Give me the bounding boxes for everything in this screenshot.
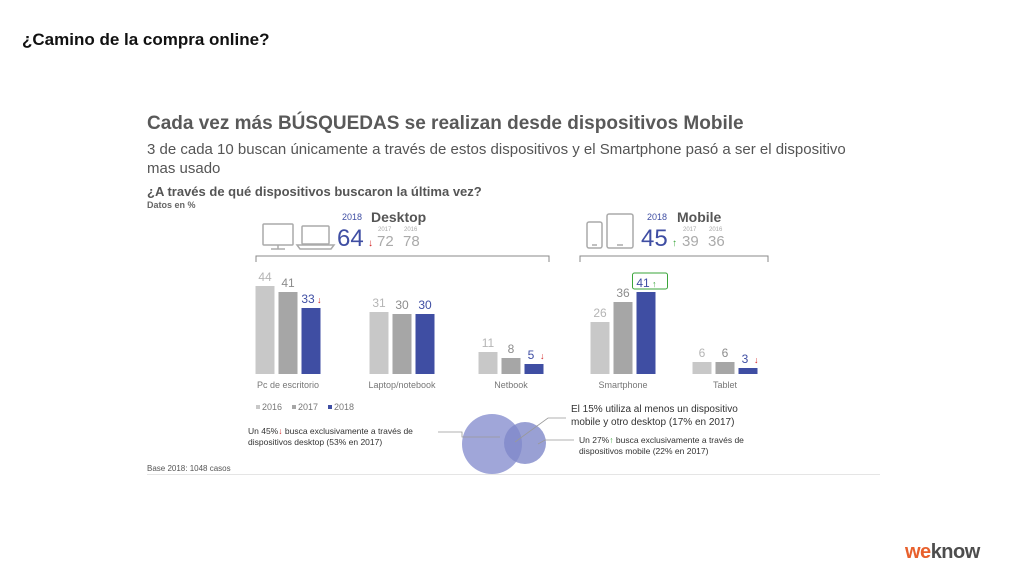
desktop-callout-line: [438, 431, 500, 438]
mobile-only-bubble: [504, 422, 546, 464]
highlight-box-smartphone: [632, 272, 668, 290]
bar-value-netbook-2017: 8: [508, 342, 515, 356]
bar-value-netbook-2016: 11: [482, 336, 495, 350]
desktop-prev-value-2017: 72: [377, 233, 394, 250]
legend-label-2017: 2017: [298, 402, 318, 412]
tablet-icon: [586, 221, 603, 249]
mobile-prev-value-2017: 39: [682, 233, 699, 250]
bar-netbook-2016: [478, 352, 498, 374]
bar-pc-de-escritorio-2016: [255, 286, 275, 374]
bar-smartphone-2016: [590, 322, 610, 374]
category-label-laptop-notebook: Laptop/notebook: [368, 380, 436, 390]
desktop-year-label: 2018: [342, 212, 362, 222]
category-label-pc-de-escritorio: Pc de escritorio: [257, 380, 319, 390]
trend-down-icon-tablet: ↓: [754, 355, 759, 365]
bar-tablet-2017: [715, 362, 735, 374]
bar-value-pc-de-escritorio-2016: 44: [258, 270, 272, 284]
bar-tablet-2016: [692, 362, 712, 374]
mobile-prev-year-2016: 2016: [709, 227, 723, 233]
desktop-value: 64: [337, 225, 364, 252]
base-footnote: Base 2018: 1048 casos: [147, 464, 231, 473]
desktop-only-label: Un 45%↓ busca exclusivamente a través de…: [248, 426, 415, 447]
smartphone-icon: [606, 213, 634, 249]
mobile-prev-year-2017: 2017: [683, 227, 697, 233]
desktop-prev-value-2016: 78: [403, 233, 420, 250]
bar-value-pc-de-escritorio-2018: 33: [301, 292, 315, 306]
both-devices-label: El 15% utiliza al menos un dispositivo m…: [571, 404, 741, 428]
legend-swatch-2017: [292, 405, 296, 409]
desktop-monitor-icon: [262, 223, 294, 250]
units-note: Datos en %: [147, 200, 196, 210]
legend-label-2016: 2016: [262, 402, 282, 412]
bar-pc-de-escritorio-2018: [301, 308, 321, 374]
bar-netbook-2017: [501, 358, 521, 374]
trend-down-icon-pc-de-escritorio: ↓: [317, 295, 322, 305]
bar-value-pc-de-escritorio-2017: 41: [281, 276, 295, 290]
bar-smartphone-2018: [636, 292, 656, 374]
legend-swatch-2016: [256, 405, 260, 409]
bar-tablet-2018: [738, 368, 758, 374]
bar-value-laptop-notebook-2017: 30: [395, 298, 409, 312]
desktop-trend-down-icon: ↓: [368, 238, 373, 249]
mobile-prev-value-2016: 36: [708, 233, 725, 250]
mobile-only-label: Un 27%↑ busca exclusivamente a través de…: [579, 435, 746, 456]
bar-value-smartphone-2018: 41: [636, 276, 650, 290]
bar-netbook-2018: [524, 364, 544, 374]
bar-value-laptop-notebook-2016: 31: [372, 296, 386, 310]
weknow-logo: weknow: [905, 541, 980, 563]
bar-value-laptop-notebook-2018: 30: [418, 298, 432, 312]
both-callout-line: [514, 417, 566, 443]
bar-laptop-notebook-2018: [415, 314, 435, 374]
category-label-smartphone: Smartphone: [598, 380, 647, 390]
bar-value-netbook-2018: 5: [528, 348, 535, 362]
desktop-only-bubble: [462, 414, 522, 474]
laptop-icon: [295, 225, 336, 250]
mobile-trend-up-icon: ↑: [672, 238, 677, 249]
bar-value-tablet-2016: 6: [699, 346, 706, 360]
desktop-bracket: [255, 255, 550, 262]
trend-down-icon-netbook: ↓: [540, 351, 545, 361]
bar-pc-de-escritorio-2017: [278, 292, 298, 374]
page-title: ¿Camino de la compra online?: [22, 30, 270, 49]
bar-smartphone-2017: [613, 302, 633, 374]
desktop-group-title: Desktop: [371, 209, 426, 225]
category-label-tablet: Tablet: [713, 380, 738, 390]
survey-question: ¿A través de qué dispositivos buscaron l…: [147, 184, 482, 199]
mobile-group-title: Mobile: [677, 209, 722, 225]
category-label-netbook: Netbook: [494, 380, 528, 390]
bar-laptop-notebook-2017: [392, 314, 412, 374]
chart-headline: Cada vez más BÚSQUEDAS se realizan desde…: [147, 113, 744, 134]
bar-value-smartphone-2016: 26: [593, 306, 607, 320]
mobile-bracket: [579, 255, 769, 262]
bar-laptop-notebook-2016: [369, 312, 389, 374]
bar-value-smartphone-2017: 36: [616, 286, 630, 300]
mobile-callout-line: [537, 439, 574, 445]
mobile-year-label: 2018: [647, 212, 667, 222]
chart-subheadline: 3 de cada 10 buscan únicamente a través …: [147, 141, 846, 177]
trend-up-icon-smartphone: ↑: [652, 279, 657, 289]
bottom-divider: [147, 474, 880, 475]
desktop-prev-year-2016: 2016: [404, 227, 418, 233]
desktop-prev-year-2017: 2017: [378, 227, 392, 233]
bar-value-tablet-2017: 6: [722, 346, 729, 360]
legend-label-2018: 2018: [334, 402, 354, 412]
bar-value-tablet-2018: 3: [742, 352, 749, 366]
mobile-value: 45: [641, 225, 668, 252]
legend-swatch-2018: [328, 405, 332, 409]
